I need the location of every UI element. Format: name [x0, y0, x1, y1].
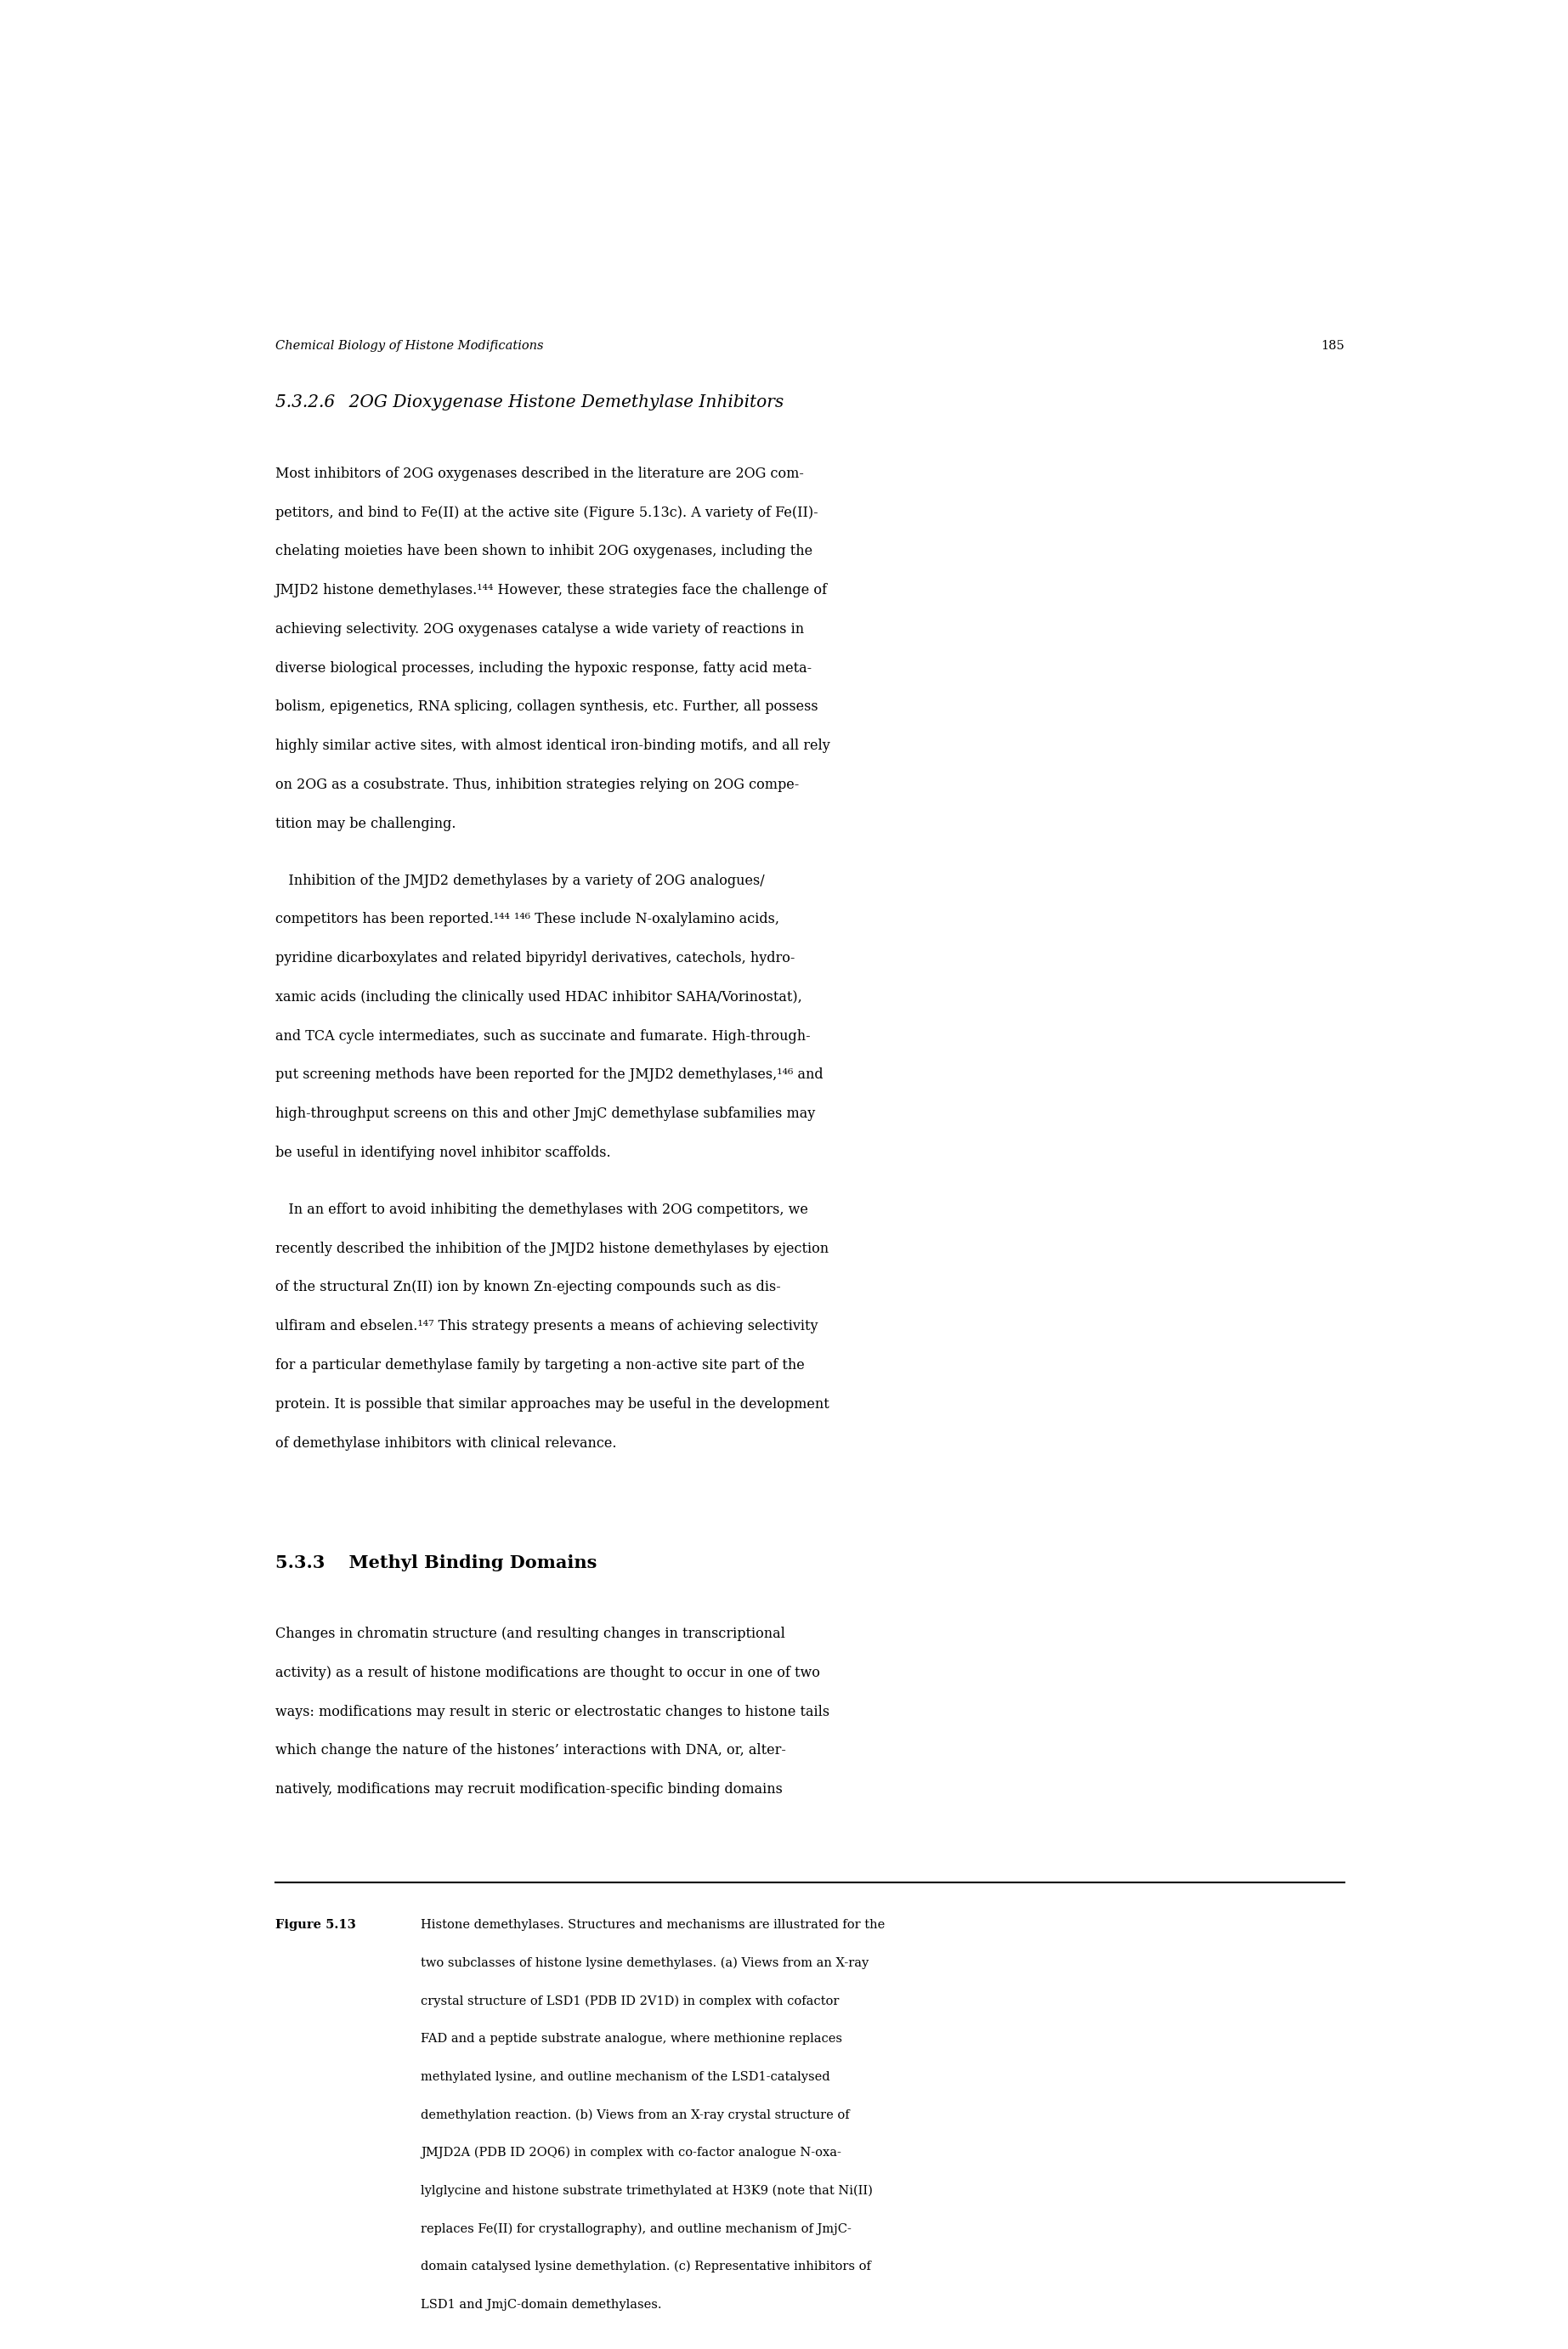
Text: be useful in identifying novel inhibitor scaffolds.: be useful in identifying novel inhibitor… — [274, 1146, 610, 1160]
Text: recently described the inhibition of the JMJD2 histone demethylases by ejection: recently described the inhibition of the… — [274, 1240, 828, 1257]
Text: Histone demethylases. Structures and mechanisms are illustrated for the: Histone demethylases. Structures and mec… — [420, 1919, 884, 1931]
Text: tition may be challenging.: tition may be challenging. — [274, 817, 456, 832]
Text: competitors has been reported.¹⁴⁴ ¹⁴⁶ These include N-oxalylamino acids,: competitors has been reported.¹⁴⁴ ¹⁴⁶ Th… — [274, 911, 779, 926]
Text: on 2OG as a cosubstrate. Thus, inhibition strategies relying on 2OG compe-: on 2OG as a cosubstrate. Thus, inhibitio… — [274, 778, 798, 792]
Text: ways: modifications may result in steric or electrostatic changes to histone tai: ways: modifications may result in steric… — [274, 1705, 829, 1719]
Text: In an effort to avoid inhibiting the demethylases with 2OG competitors, we: In an effort to avoid inhibiting the dem… — [274, 1203, 808, 1217]
Text: pyridine dicarboxylates and related bipyridyl derivatives, catechols, hydro-: pyridine dicarboxylates and related bipy… — [274, 951, 795, 965]
Text: petitors, and bind to Fe(II) at the active site (Figure 5.13c). A variety of Fe(: petitors, and bind to Fe(II) at the acti… — [274, 505, 818, 519]
Text: Most inhibitors of 2OG oxygenases described in the literature are 2OG com-: Most inhibitors of 2OG oxygenases descri… — [274, 467, 803, 482]
Text: replaces Fe(II) for crystallography), and outline mechanism of JmjC-: replaces Fe(II) for crystallography), an… — [420, 2222, 851, 2234]
Text: high-throughput screens on this and other JmjC demethylase subfamilies may: high-throughput screens on this and othe… — [274, 1106, 815, 1120]
Text: ulfiram and ebselen.¹⁴⁷ This strategy presents a means of achieving selectivity: ulfiram and ebselen.¹⁴⁷ This strategy pr… — [274, 1320, 817, 1334]
Text: two subclasses of histone lysine demethylases. (a) Views from an X-ray: two subclasses of histone lysine demethy… — [420, 1957, 869, 1968]
Text: Figure 5.13: Figure 5.13 — [274, 1919, 356, 1931]
Text: JMJD2A (PDB ID 2OQ6) in complex with co-factor analogue N-oxa-: JMJD2A (PDB ID 2OQ6) in complex with co-… — [420, 2147, 842, 2159]
Text: Chemical Biology of Histone Modifications: Chemical Biology of Histone Modification… — [274, 341, 543, 352]
Text: domain catalysed lysine demethylation. (c) Representative inhibitors of: domain catalysed lysine demethylation. (… — [420, 2260, 872, 2274]
Text: 5.3.2.6  2OG Dioxygenase Histone Demethylase Inhibitors: 5.3.2.6 2OG Dioxygenase Histone Demethyl… — [274, 395, 784, 411]
Text: diverse biological processes, including the hypoxic response, fatty acid meta-: diverse biological processes, including … — [274, 660, 811, 674]
Text: bolism, epigenetics, RNA splicing, collagen synthesis, etc. Further, all possess: bolism, epigenetics, RNA splicing, colla… — [274, 700, 818, 714]
Text: lylglycine and histone substrate trimethylated at H3K9 (note that Ni(II): lylglycine and histone substrate trimeth… — [420, 2185, 873, 2196]
Text: crystal structure of LSD1 (PDB ID 2V1D) in complex with cofactor: crystal structure of LSD1 (PDB ID 2V1D) … — [420, 1994, 839, 2006]
Text: protein. It is possible that similar approaches may be useful in the development: protein. It is possible that similar app… — [274, 1398, 829, 1412]
Text: FAD and a peptide substrate analogue, where methionine replaces: FAD and a peptide substrate analogue, wh… — [420, 2032, 842, 2044]
Text: of the structural Zn(II) ion by known Zn-ejecting compounds such as dis-: of the structural Zn(II) ion by known Zn… — [274, 1280, 781, 1294]
Text: of demethylase inhibitors with clinical relevance.: of demethylase inhibitors with clinical … — [274, 1435, 616, 1449]
Text: activity) as a result of histone modifications are thought to occur in one of tw: activity) as a result of histone modific… — [274, 1665, 820, 1680]
Text: Inhibition of the JMJD2 demethylases by a variety of 2OG analogues/: Inhibition of the JMJD2 demethylases by … — [274, 874, 764, 888]
Text: natively, modifications may recruit modification-specific binding domains: natively, modifications may recruit modi… — [274, 1783, 782, 1797]
Text: LSD1 and JmjC-domain demethylases.: LSD1 and JmjC-domain demethylases. — [420, 2300, 662, 2311]
Text: Changes in chromatin structure (and resulting changes in transcriptional: Changes in chromatin structure (and resu… — [274, 1626, 786, 1642]
Text: demethylation reaction. (b) Views from an X-ray crystal structure of: demethylation reaction. (b) Views from a… — [420, 2109, 850, 2121]
Text: JMJD2 histone demethylases.¹⁴⁴ However, these strategies face the challenge of: JMJD2 histone demethylases.¹⁴⁴ However, … — [274, 583, 828, 597]
Text: for a particular demethylase family by targeting a non-active site part of the: for a particular demethylase family by t… — [274, 1358, 804, 1372]
Text: methylated lysine, and outline mechanism of the LSD1-catalysed: methylated lysine, and outline mechanism… — [420, 2072, 829, 2084]
Text: chelating moieties have been shown to inhibit 2OG oxygenases, including the: chelating moieties have been shown to in… — [274, 545, 812, 559]
Text: achieving selectivity. 2OG oxygenases catalyse a wide variety of reactions in: achieving selectivity. 2OG oxygenases ca… — [274, 622, 804, 637]
Text: 5.3.3  Methyl Binding Domains: 5.3.3 Methyl Binding Domains — [274, 1555, 596, 1571]
Text: which change the nature of the histones’ interactions with DNA, or, alter-: which change the nature of the histones’… — [274, 1743, 786, 1757]
Text: xamic acids (including the clinically used HDAC inhibitor SAHA/Vorinostat),: xamic acids (including the clinically us… — [274, 989, 801, 1005]
Text: put screening methods have been reported for the JMJD2 demethylases,¹⁴⁶ and: put screening methods have been reported… — [274, 1069, 823, 1083]
Text: highly similar active sites, with almost identical iron-binding motifs, and all : highly similar active sites, with almost… — [274, 738, 829, 754]
Text: and TCA cycle intermediates, such as succinate and fumarate. High-through-: and TCA cycle intermediates, such as suc… — [274, 1029, 811, 1043]
Text: 185: 185 — [1320, 341, 1344, 352]
